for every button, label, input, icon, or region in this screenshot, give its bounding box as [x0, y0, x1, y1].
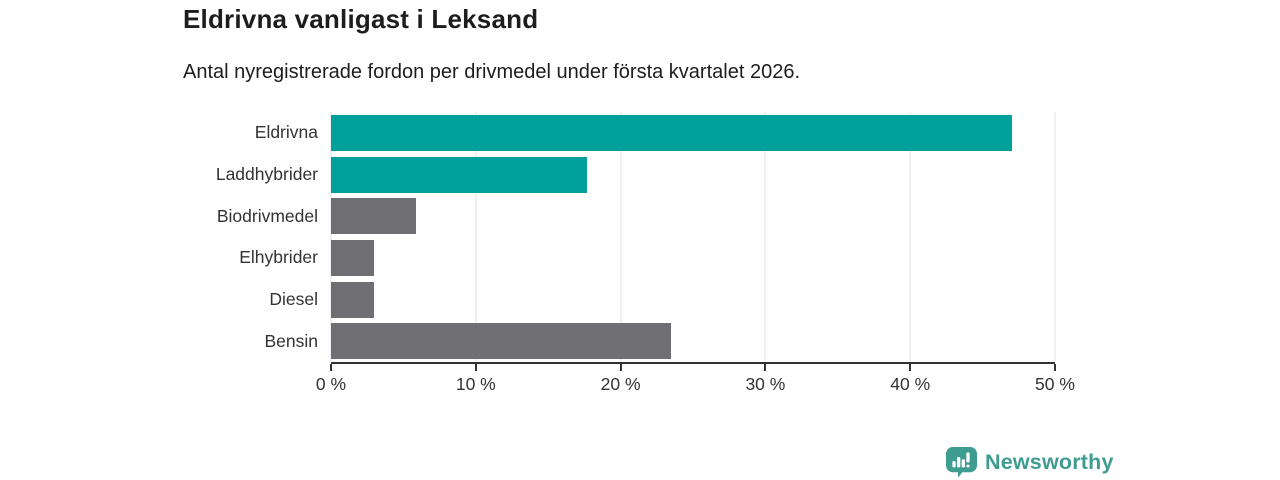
- tick-label: 0 %: [315, 374, 347, 394]
- bar-bensin: [331, 323, 672, 360]
- gridline: [764, 112, 766, 362]
- newsworthy-wordmark: Newsworthy: [985, 450, 1114, 474]
- bar-eldrivna: [331, 114, 1012, 151]
- chart-subtitle: Antal nyregistrerade fordon per drivmede…: [183, 61, 801, 83]
- tick-mark: [619, 364, 622, 371]
- bar-row: Diesel: [0, 279, 1055, 321]
- bar-biodrivmedel: [331, 198, 417, 235]
- gridline: [475, 112, 477, 362]
- tick-mark: [764, 364, 767, 371]
- tick-label: 20 %: [600, 374, 641, 394]
- tick-label: 10 %: [455, 374, 496, 394]
- bar-track: [331, 112, 1055, 154]
- bar-row: Eldrivna: [0, 112, 1055, 154]
- bar-laddhybrider: [331, 156, 588, 193]
- category-label: Biodrivmedel: [216, 205, 318, 226]
- newsworthy-logo: Newsworthy: [946, 447, 1114, 478]
- bar-track: [331, 320, 1055, 362]
- bar-row: Laddhybrider: [0, 154, 1055, 196]
- bar-track: [331, 154, 1055, 196]
- gridlines: [330, 112, 1056, 362]
- tick-mark: [1054, 364, 1056, 371]
- category-label: Bensin: [264, 330, 318, 351]
- chart-title: Eldrivna vanligast i Leksand: [183, 4, 539, 34]
- bar-track: [331, 279, 1055, 321]
- bar-rows: Eldrivna Laddhybrider Biodrivmedel Elhybrid…: [0, 112, 1055, 362]
- bar-row: Bensin: [0, 320, 1055, 362]
- tick-mark: [474, 364, 477, 371]
- category-label: Diesel: [269, 289, 318, 310]
- category-label: Eldrivna: [254, 122, 318, 143]
- bar-elhybrider: [331, 239, 375, 276]
- gridline: [620, 112, 622, 362]
- tick-label: 30 %: [745, 374, 786, 394]
- x-axis-line: [331, 362, 1055, 364]
- tick-mark: [909, 364, 912, 371]
- bar-row: Biodrivmedel: [0, 195, 1055, 237]
- newsworthy-bubble-chart-icon: [946, 447, 977, 478]
- tick-label: 40 %: [890, 374, 931, 394]
- tick-mark: [330, 364, 332, 371]
- category-label: Elhybrider: [239, 247, 318, 268]
- tick-label: 50 %: [1035, 374, 1075, 394]
- gridline: [909, 112, 911, 362]
- bar-diesel: [331, 281, 375, 318]
- gridline: [1054, 112, 1056, 362]
- category-label: Laddhybrider: [215, 164, 318, 184]
- gridline: [330, 112, 332, 362]
- bar-track: [331, 195, 1055, 237]
- bar-track: [331, 237, 1055, 279]
- bar-row: Elhybrider: [0, 237, 1055, 279]
